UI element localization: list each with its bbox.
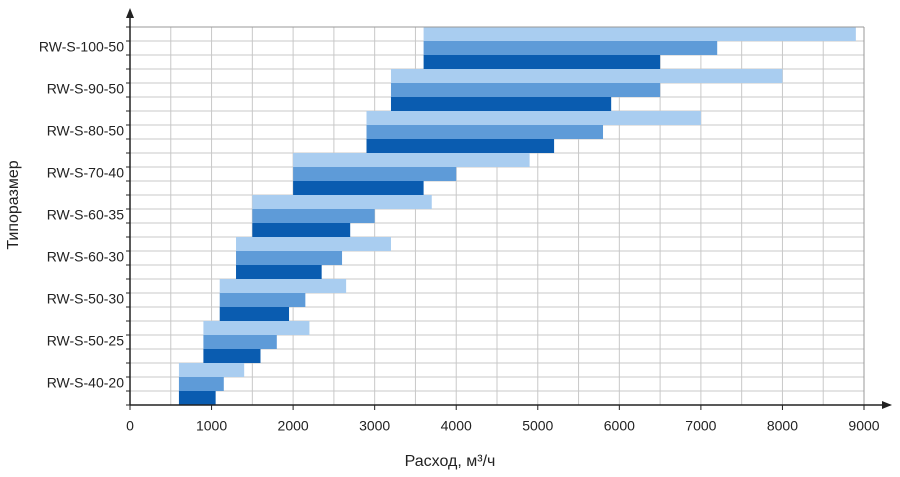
- range-bar: [390, 69, 783, 83]
- range-bar: [252, 195, 432, 209]
- y-tick-label: RW-S-60-30: [47, 249, 125, 265]
- x-tick-label: 8000: [767, 418, 798, 434]
- range-bar: [293, 153, 530, 167]
- range-bar: [236, 265, 322, 279]
- y-tick-label: RW-S-80-50: [47, 123, 125, 139]
- x-tick-label: 5000: [522, 418, 553, 434]
- y-tick-label: RW-S-40-20: [47, 375, 125, 391]
- range-bar: [423, 55, 661, 69]
- x-axis-arrow: [882, 401, 892, 409]
- y-tick-label: RW-S-90-50: [47, 81, 125, 97]
- range-bar: [219, 307, 290, 321]
- x-tick-label: 6000: [604, 418, 635, 434]
- range-bar: [236, 251, 343, 265]
- range-bar: [203, 335, 277, 349]
- range-bar: [293, 181, 424, 195]
- range-bar: [203, 349, 261, 363]
- x-tick-label: 0: [126, 418, 134, 434]
- range-bar: [423, 41, 718, 55]
- range-bar: [390, 83, 661, 97]
- range-bar: [252, 209, 375, 223]
- x-tick-label: 1000: [196, 418, 227, 434]
- y-axis-label: Типоразмер: [5, 160, 22, 249]
- range-bar: [366, 125, 604, 139]
- y-tick-label: RW-S-50-30: [47, 291, 125, 307]
- range-bar: [423, 27, 856, 41]
- range-bar: [178, 363, 245, 377]
- range-bar: [178, 377, 224, 391]
- range-bar: [366, 139, 555, 153]
- range-bar: [236, 237, 391, 251]
- y-tick-label: RW-S-60-35: [47, 207, 125, 223]
- range-bar: [219, 279, 347, 293]
- x-axis-label: Расход, м³/ч: [405, 453, 496, 470]
- x-tick-label: 7000: [685, 418, 716, 434]
- range-bar: [203, 321, 310, 335]
- range-bar: [252, 223, 351, 237]
- range-bar: [390, 97, 612, 111]
- x-tick-label: 2000: [278, 418, 309, 434]
- range-bar: [219, 293, 306, 307]
- y-axis-arrow: [126, 8, 134, 18]
- x-tick-label: 4000: [441, 418, 472, 434]
- range-bar: [178, 391, 216, 405]
- y-tick-label: RW-S-100-50: [39, 39, 124, 55]
- y-tick-label: RW-S-70-40: [47, 165, 125, 181]
- range-bar: [366, 111, 701, 125]
- x-tick-label: 9000: [848, 418, 879, 434]
- y-tick-label: RW-S-50-25: [47, 333, 125, 349]
- range-bar: [293, 167, 457, 181]
- x-tick-label: 3000: [359, 418, 390, 434]
